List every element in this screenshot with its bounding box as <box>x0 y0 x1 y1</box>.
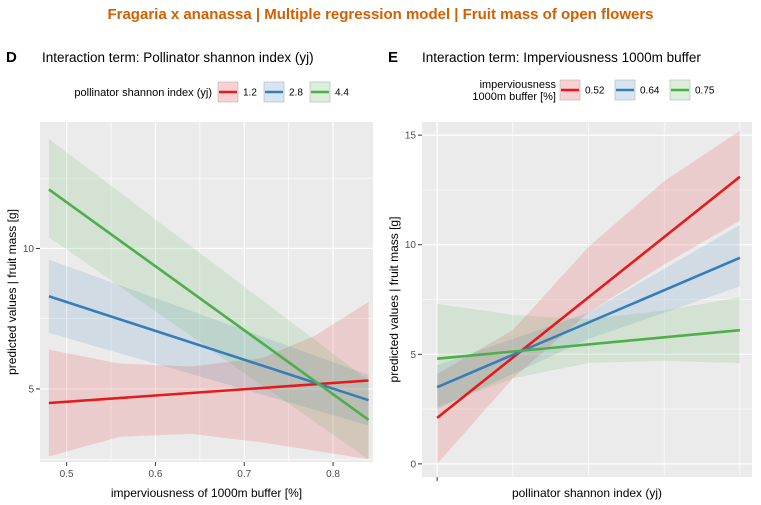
panel-e-line-0.75 <box>437 328 741 360</box>
panel-d-title: Interaction term: Pollinator shannon ind… <box>42 50 314 65</box>
panel-e-line-0.64 <box>436 256 741 389</box>
panel-d-x-axis-title: imperviousness of 1000m buffer [%] <box>111 486 302 500</box>
panel-d-legend-title: pollinator shannon index (yj) <box>74 87 212 99</box>
panel-d-y-tick-label: 5 <box>28 384 34 395</box>
panel-d-label: D <box>6 49 17 66</box>
panel-e-y-tick-label: 0 <box>410 459 416 470</box>
panel-e-y-axis-title: predicted values | fruit mass [g] <box>387 217 401 383</box>
panel-e-y-tick-label: 15 <box>405 131 417 142</box>
panel-e-legend-label-0.75: 0.75 <box>695 86 715 97</box>
panel-e-title: Interaction term: Imperviousness 1000m b… <box>422 50 701 65</box>
panel-d-plot-background <box>40 122 373 462</box>
panel-d-legend-label-4.4: 4.4 <box>335 88 349 99</box>
panel-d-legend-label-1.2: 1.2 <box>243 88 257 99</box>
panel-d-band-2.8 <box>48 259 369 426</box>
panel-e-y-tick-label: 5 <box>410 350 416 361</box>
panel-e-legend-label-0.64: 0.64 <box>640 86 660 97</box>
panel-e-x-axis-title: pollinator shannon index (yj) <box>512 486 662 500</box>
panel-d-band-4.4 <box>48 138 369 460</box>
panel-d-line-1.2 <box>48 379 369 405</box>
panel-e-y-tick-label: 10 <box>405 240 417 251</box>
panel-d-x-tick-label: 0.5 <box>60 469 74 480</box>
panel-d-y-tick-label: 10 <box>23 244 35 255</box>
panel-d-y-axis-title: predicted values | fruit mass [g] <box>5 209 19 375</box>
panel-e-band-0.64 <box>437 224 740 410</box>
panel-d-x-tick-label: 0.6 <box>148 469 162 480</box>
panel-d-x-tick-label: 0.8 <box>326 469 340 480</box>
panel-e-band-0.75 <box>437 297 740 407</box>
panel-d-band-1.2 <box>48 301 369 460</box>
panel-d-x-tick-label: 0.7 <box>237 469 251 480</box>
panel-d-legend-label-2.8: 2.8 <box>289 88 303 99</box>
panel-e-label: E <box>388 49 398 66</box>
panel-e-legend-title: 1000m buffer [%] <box>472 91 556 103</box>
panel-e-legend-title: imperviousness <box>480 79 557 91</box>
panel-d-line-4.4 <box>48 188 370 421</box>
figure-title: Fragaria x ananassa | Multiple regressio… <box>107 6 654 23</box>
panel-e-legend-label-0.52: 0.52 <box>585 86 605 97</box>
panel-e-line-0.52 <box>436 175 741 419</box>
